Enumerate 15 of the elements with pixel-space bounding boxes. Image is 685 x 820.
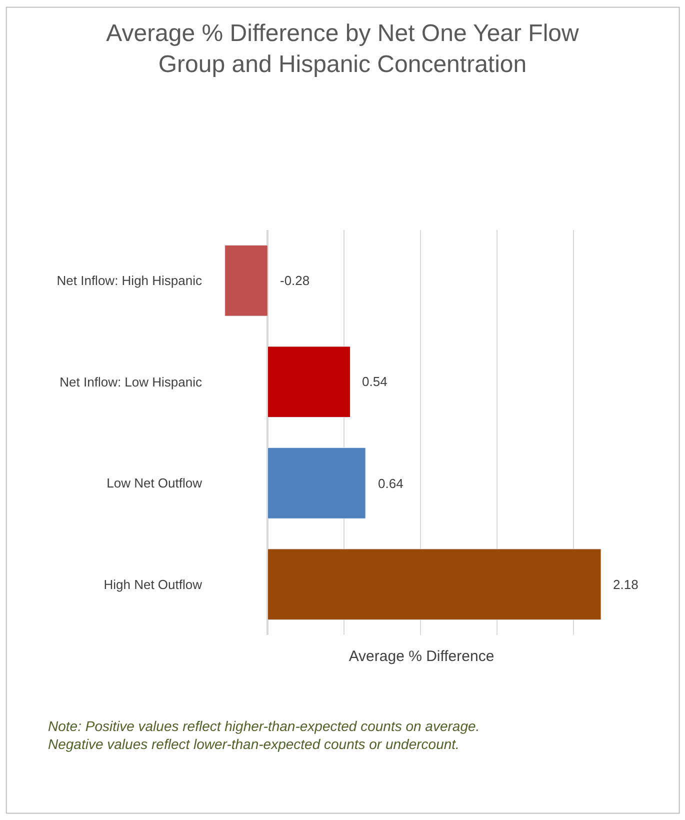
bar	[267, 447, 366, 519]
y-tick-label: Net Inflow: High Hispanic	[56, 273, 202, 288]
data-label: 0.64	[378, 476, 404, 491]
text: Note: Positive values reflect higher-than-expected counts on average. Negative values reflect lower-than-expected counts or undercount.	[48, 718, 480, 752]
data-label: -0.28	[280, 273, 310, 288]
bar	[224, 244, 268, 316]
chart-title: Average % Difference by Net One Year Flow Group and Hispanic Concentration	[106, 20, 580, 78]
data-label: 2.18	[613, 577, 638, 592]
bar	[267, 548, 602, 620]
y-tick-label: Low Net Outflow	[106, 476, 203, 491]
y-tick-label: High Net Outflow	[104, 576, 203, 592]
data-label: 0.54	[362, 374, 388, 389]
y-tick-label: Net Inflow: Low Hispanic	[60, 374, 202, 390]
x-axis-title: Average % Difference	[348, 648, 494, 665]
bar	[267, 346, 350, 418]
